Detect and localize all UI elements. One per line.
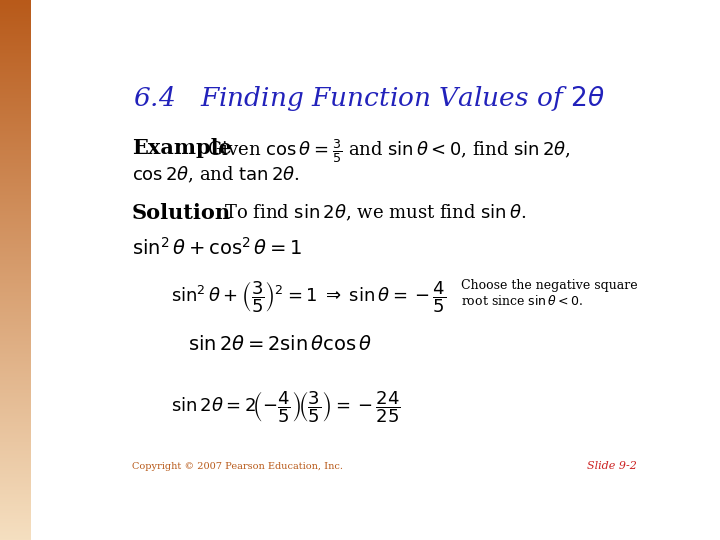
- Text: Example: Example: [132, 138, 232, 158]
- Text: $\sin 2\theta = 2\!\left(-\dfrac{4}{5}\right)\!\left(\dfrac{3}{5}\right) = -\dfr: $\sin 2\theta = 2\!\left(-\dfrac{4}{5}\r…: [171, 389, 400, 425]
- Text: Given $\cos\theta = \frac{3}{5}$ and $\sin\theta < 0$, find $\sin 2\theta$,: Given $\cos\theta = \frac{3}{5}$ and $\s…: [196, 138, 571, 165]
- Text: Solution: Solution: [132, 203, 231, 223]
- Text: $\sin^2\theta + \left(\dfrac{3}{5}\right)^2 = 1 \;\Rightarrow\; \sin\theta = -\d: $\sin^2\theta + \left(\dfrac{3}{5}\right…: [171, 279, 446, 315]
- Text: Choose the negative square
root since $\sin\theta < 0$.: Choose the negative square root since $\…: [461, 279, 638, 308]
- Text: $\sin^2\theta + \cos^2\theta = 1$: $\sin^2\theta + \cos^2\theta = 1$: [132, 238, 302, 259]
- Text: To find $\sin 2\theta$, we must find $\sin\theta$.: To find $\sin 2\theta$, we must find $\s…: [207, 203, 526, 223]
- Text: $\sin 2\theta = 2\sin\theta\cos\theta$: $\sin 2\theta = 2\sin\theta\cos\theta$: [188, 335, 372, 354]
- Text: $\cos 2\theta$, and $\tan 2\theta$.: $\cos 2\theta$, and $\tan 2\theta$.: [132, 165, 300, 185]
- Text: Slide 9-2: Slide 9-2: [587, 462, 637, 471]
- Text: Copyright © 2007 Pearson Education, Inc.: Copyright © 2007 Pearson Education, Inc.: [132, 462, 343, 471]
- Text: 6.4   Finding Function Values of $2\theta$: 6.4 Finding Function Values of $2\theta$: [133, 84, 605, 112]
